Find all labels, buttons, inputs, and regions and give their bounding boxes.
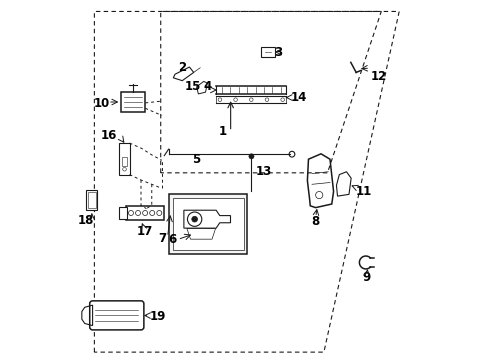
Text: 9: 9 bbox=[363, 271, 371, 284]
Circle shape bbox=[265, 98, 269, 102]
Circle shape bbox=[289, 151, 295, 157]
Circle shape bbox=[234, 98, 237, 102]
Circle shape bbox=[281, 98, 285, 102]
Bar bbox=[169, 194, 247, 253]
Text: 3: 3 bbox=[274, 46, 282, 59]
Text: 19: 19 bbox=[150, 310, 166, 323]
Text: 16: 16 bbox=[100, 129, 117, 143]
Text: 4: 4 bbox=[203, 80, 212, 93]
Bar bbox=[172, 198, 244, 250]
Text: 10: 10 bbox=[94, 98, 110, 111]
Circle shape bbox=[150, 211, 155, 216]
FancyBboxPatch shape bbox=[90, 301, 144, 330]
Text: 2: 2 bbox=[178, 60, 186, 73]
Bar bbox=[120, 143, 129, 175]
Circle shape bbox=[143, 211, 147, 216]
Circle shape bbox=[316, 192, 323, 199]
Bar bbox=[120, 207, 127, 219]
Text: 6: 6 bbox=[169, 233, 177, 246]
Text: 1: 1 bbox=[219, 125, 227, 138]
Circle shape bbox=[157, 211, 162, 216]
Bar bbox=[87, 190, 97, 211]
Bar bbox=[122, 157, 127, 166]
Circle shape bbox=[249, 154, 254, 159]
Circle shape bbox=[122, 167, 126, 171]
Bar bbox=[126, 206, 164, 220]
Bar bbox=[88, 192, 96, 208]
Circle shape bbox=[128, 211, 133, 216]
Text: 7: 7 bbox=[159, 232, 167, 245]
Text: 15: 15 bbox=[185, 80, 201, 93]
Text: 5: 5 bbox=[193, 153, 201, 166]
Text: 12: 12 bbox=[370, 69, 387, 82]
Text: 13: 13 bbox=[256, 165, 272, 177]
Text: 17: 17 bbox=[137, 225, 153, 238]
Circle shape bbox=[249, 98, 253, 102]
Circle shape bbox=[218, 98, 221, 102]
Circle shape bbox=[188, 212, 202, 226]
Circle shape bbox=[136, 211, 141, 216]
Text: 11: 11 bbox=[356, 185, 372, 198]
Text: 14: 14 bbox=[291, 91, 307, 104]
Circle shape bbox=[192, 216, 197, 222]
Text: 18: 18 bbox=[77, 215, 94, 228]
Text: 8: 8 bbox=[312, 215, 320, 228]
Bar bbox=[261, 47, 275, 57]
Bar bbox=[122, 92, 145, 112]
